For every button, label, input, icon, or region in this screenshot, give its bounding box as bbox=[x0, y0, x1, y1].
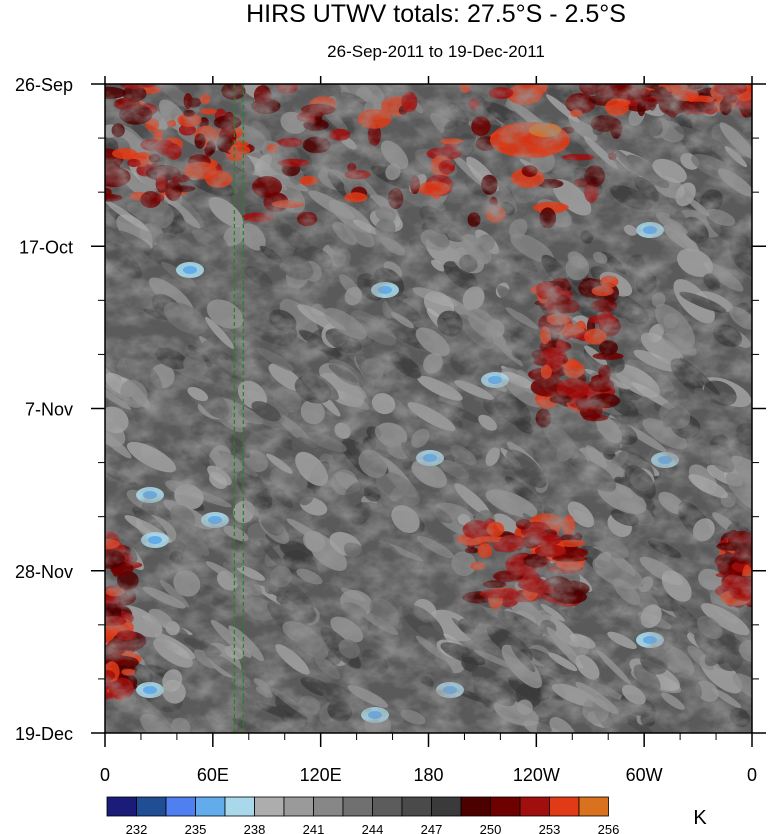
x-tick-label: 120W bbox=[513, 765, 560, 785]
colorbar-swatch bbox=[195, 796, 226, 817]
x-tick-label: 120E bbox=[300, 765, 342, 785]
colorbar-swatch bbox=[342, 796, 373, 817]
colorbar-label: 238 bbox=[244, 822, 266, 834]
colorbar-swatch bbox=[224, 796, 255, 817]
x-axis: 0 60E 120E 180 120W 60W 0 bbox=[100, 76, 757, 785]
x-tick-label: 60E bbox=[197, 765, 229, 785]
colorbar-swatch bbox=[401, 796, 432, 817]
colorbar-swatch bbox=[165, 796, 196, 817]
colorbar-swatch bbox=[372, 796, 403, 817]
chart-title: HIRS UTWV totals: 27.5°S - 2.5°S bbox=[246, 0, 626, 28]
colorbar-label: 253 bbox=[539, 822, 561, 834]
colorbar-label: 256 bbox=[598, 822, 620, 834]
x-tick-label: 180 bbox=[413, 765, 443, 785]
chart-subtitle: 26-Sep-2011 to 19-Dec-2011 bbox=[327, 42, 545, 61]
y-tick-label: 19-Dec bbox=[15, 724, 73, 744]
y-tick-label: 26-Sep bbox=[15, 75, 73, 95]
colorbar-swatch bbox=[283, 796, 314, 817]
title-group: HIRS UTWV totals: 27.5°S - 2.5°S 26-Sep-… bbox=[246, 0, 626, 61]
colorbar-swatch bbox=[549, 796, 580, 817]
colorbar: 232 235 238 241 244 247 250 253 256 bbox=[106, 796, 620, 834]
x-tick-label: 0 bbox=[747, 765, 757, 785]
colorbar-label: 241 bbox=[303, 822, 325, 834]
colorbar-swatch bbox=[106, 796, 137, 817]
highlight-lines bbox=[233, 84, 245, 733]
colorbar-unit-label: K bbox=[693, 807, 707, 829]
y-axis: 26-Sep 17-Oct 7-Nov 28-Nov 19-Dec bbox=[15, 75, 766, 744]
x-tick-label: 60W bbox=[626, 765, 663, 785]
y-tick-label: 7-Nov bbox=[25, 400, 73, 420]
colorbar-label: 250 bbox=[480, 822, 502, 834]
colorbar-swatch bbox=[460, 796, 491, 817]
colorbar-swatch bbox=[519, 796, 550, 817]
colorbar-swatch bbox=[490, 796, 521, 817]
colorbar-swatch bbox=[136, 796, 167, 817]
colorbar-swatch bbox=[313, 796, 344, 817]
colorbar-label: 232 bbox=[126, 822, 148, 834]
colorbar-label: 235 bbox=[185, 822, 207, 834]
colorbar-swatch bbox=[578, 796, 609, 817]
colorbar-swatch bbox=[431, 796, 462, 817]
y-tick-label: 17-Oct bbox=[19, 237, 73, 257]
x-tick-label: 0 bbox=[100, 765, 110, 785]
colorbar-swatch bbox=[254, 796, 285, 817]
texture-overlay bbox=[105, 84, 752, 733]
colorbar-label: 244 bbox=[362, 822, 384, 834]
plot-area bbox=[105, 84, 752, 733]
colorbar-label: 247 bbox=[421, 822, 443, 834]
y-tick-label: 28-Nov bbox=[15, 562, 73, 582]
